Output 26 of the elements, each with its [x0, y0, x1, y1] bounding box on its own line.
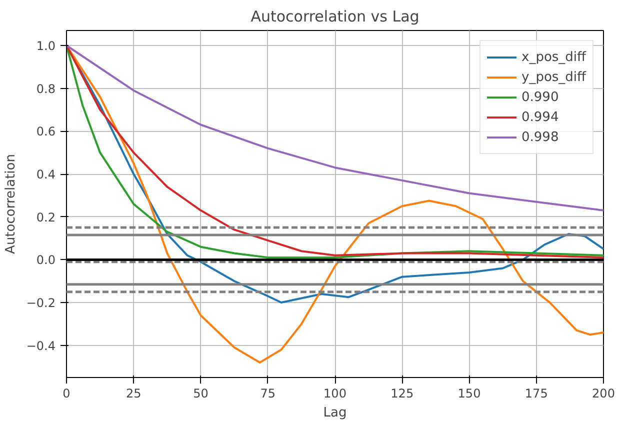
- y-tick-label: 0.4: [36, 168, 56, 182]
- legend-label: x_pos_diff: [522, 50, 586, 64]
- chart-title: Autocorrelation vs Lag: [250, 8, 420, 26]
- line-series: [66, 44, 604, 212]
- x-tick-label: 25: [126, 386, 142, 400]
- y-tick-label: 1.0: [36, 38, 56, 53]
- x-tick-label: 150: [458, 386, 481, 400]
- y-tick-label: 0.2: [36, 210, 56, 224]
- x-tick-label: 0: [62, 386, 70, 400]
- y-tick-label: 0.0: [36, 253, 56, 268]
- x-tick-label: 100: [324, 386, 346, 400]
- legend-label: 0.994: [522, 110, 559, 124]
- x-tick-label: 200: [592, 386, 615, 400]
- y-axis-title: Autocorrelation: [3, 154, 18, 254]
- y-tick-label: 0.8: [36, 82, 56, 96]
- y-tick-label: −0.2: [26, 296, 56, 310]
- x-tick-label: 50: [193, 386, 208, 400]
- x-tick-label: 75: [260, 386, 276, 400]
- legend-label: y_pos_diff: [522, 70, 586, 84]
- y-tick-label: 0.6: [36, 124, 56, 139]
- x-tick-label: 125: [390, 386, 414, 400]
- x-tick-label: 175: [524, 386, 548, 400]
- legend-label: 0.990: [522, 90, 559, 104]
- legend-label: 0.998: [522, 130, 559, 144]
- x-axis-title: Lag: [323, 406, 347, 420]
- y-tick-label: −0.4: [26, 338, 56, 353]
